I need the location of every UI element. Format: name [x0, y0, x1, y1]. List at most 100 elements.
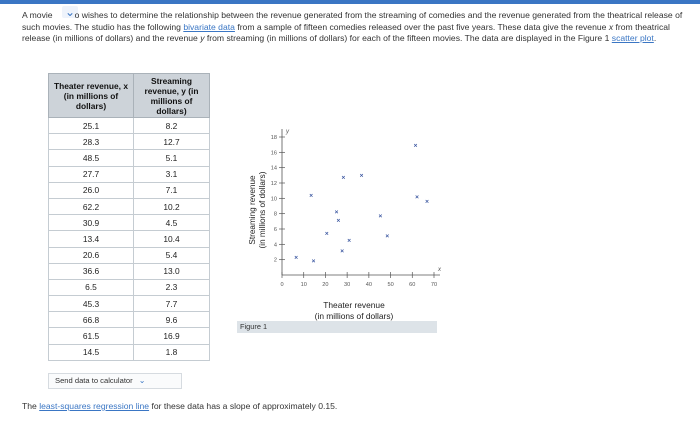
table-row: 36.6 13.0	[48, 262, 210, 280]
bottom-rest: for these data has a slope of approximat…	[151, 401, 338, 411]
intro-text-1: o wishes to determine the relationship b…	[22, 10, 683, 32]
cell-streaming-revenue: 8.2	[133, 116, 210, 135]
cell-theater-revenue: 48.5	[48, 149, 134, 167]
x-tick-label: 60	[409, 282, 415, 288]
cell-theater-revenue: 62.2	[48, 197, 134, 216]
table-row: 66.8 9.6	[48, 311, 210, 329]
x-tick-label: 20	[322, 282, 328, 288]
data-point: ×	[342, 175, 346, 182]
cell-theater-revenue: 61.5	[48, 327, 134, 345]
cell-theater-revenue: 20.6	[48, 246, 134, 264]
cell-theater-revenue: 30.9	[48, 214, 134, 232]
cell-streaming-revenue: 7.1	[133, 181, 210, 199]
data-point: ×	[414, 142, 418, 149]
intro-lead: A movie	[22, 10, 53, 20]
x-tick-label: 0	[280, 282, 283, 288]
cell-theater-revenue: 27.7	[48, 165, 134, 183]
x-axis-symbol: x	[437, 267, 442, 273]
scatter-plot-link[interactable]: scatter plot	[611, 33, 654, 43]
y-tick-label: 12	[271, 181, 277, 187]
chart-x-axis-label: Theater revenue (in millions of dollars)	[298, 300, 410, 321]
data-point: ×	[385, 233, 389, 240]
x-tick-label: 70	[431, 282, 437, 288]
data-point: ×	[347, 238, 351, 245]
intro-text-2: from a sample of fifteen comedies releas…	[237, 21, 607, 32]
var-x: x	[608, 21, 614, 32]
y-tick-label: 6	[274, 227, 277, 233]
header-theater-revenue: Theater revenue, x (in millions of dolla…	[48, 73, 134, 118]
data-point: ×	[340, 248, 344, 255]
cell-streaming-revenue: 10.4	[133, 230, 210, 248]
data-point: ×	[337, 218, 341, 225]
data-point: ×	[378, 213, 382, 220]
y-tick-label: 8	[274, 212, 277, 218]
cell-streaming-revenue: 9.6	[133, 311, 210, 329]
data-point: ×	[312, 258, 316, 265]
x-tick-label: 30	[344, 282, 350, 288]
data-point: ×	[415, 194, 419, 201]
table-row: 62.2 10.2	[48, 197, 210, 216]
cell-theater-revenue: 66.8	[48, 311, 134, 329]
data-point: ×	[294, 254, 298, 261]
cell-theater-revenue: 13.4	[48, 230, 134, 248]
cell-theater-revenue: 6.5	[48, 278, 134, 297]
table-row: 30.9 4.5	[48, 214, 210, 232]
x-axis-label-line: (in millions of dollars)	[314, 310, 394, 321]
cell-theater-revenue: 25.1	[48, 116, 134, 135]
cell-streaming-revenue: 10.2	[133, 197, 210, 216]
y-axis-symbol: y	[285, 129, 290, 135]
var-y: y	[200, 33, 205, 43]
chevron-down-icon: ⌄	[138, 376, 146, 385]
regression-note: The least-squares regression line for th…	[22, 401, 682, 412]
data-point: ×	[425, 198, 429, 205]
data-table: Theater revenue, x (in millions of dolla…	[48, 73, 210, 361]
expand-chevron-icon[interactable]: ⌄	[62, 6, 78, 18]
intro-end: .	[653, 33, 657, 43]
data-table-wrapper: Theater revenue, x (in millions of dolla…	[48, 73, 210, 361]
table-row: 25.1 8.2	[48, 116, 210, 135]
cell-streaming-revenue: 16.9	[133, 327, 210, 345]
data-point: ×	[309, 192, 313, 199]
cell-streaming-revenue: 2.3	[133, 278, 210, 297]
table-row: 20.6 5.4	[48, 246, 210, 264]
y-tick-label: 10	[271, 196, 277, 202]
data-point: ×	[335, 209, 339, 216]
table-row: 45.3 7.7	[48, 295, 210, 313]
data-point: ×	[360, 172, 364, 179]
cell-streaming-revenue: 5.1	[133, 149, 210, 167]
cell-theater-revenue: 28.3	[48, 133, 134, 151]
cell-streaming-revenue: 5.4	[133, 246, 210, 264]
x-tick-label: 10	[301, 282, 307, 288]
table-row: 26.0 7.1	[48, 181, 210, 199]
y-tick-label: 18	[271, 135, 277, 141]
scatter-chart: y x 0 10 20 30 40 50 60 70 2 4 6 8 10 12 14 16 18 × × × × × × × × ×…	[238, 120, 444, 325]
intro-text-4: from streaming (in millions of dollars) …	[206, 33, 610, 43]
figure-label: Figure 1	[240, 322, 268, 331]
cell-streaming-revenue: 1.8	[133, 343, 210, 361]
table-row: 28.3 12.7	[48, 133, 210, 151]
send-data-to-calculator-button[interactable]: Send data to calculator ⌄	[48, 373, 182, 389]
cell-streaming-revenue: 3.1	[133, 165, 210, 183]
x-tick-label: 40	[366, 282, 372, 288]
y-tick-label: 2	[274, 258, 277, 264]
table-row: 14.5 1.8	[48, 343, 210, 361]
y-tick-label: 4	[274, 242, 277, 248]
bivariate-data-link[interactable]: bivariate data	[183, 21, 235, 32]
cell-streaming-revenue: 13.0	[133, 262, 210, 280]
intro-text-3: from theatrical release (in millions of …	[22, 21, 670, 44]
cell-theater-revenue: 36.6	[48, 262, 134, 280]
least-squares-link[interactable]: least-squares regression line	[39, 401, 150, 411]
table-row: 48.5 5.1	[48, 149, 210, 167]
table-row: 27.7 3.1	[48, 165, 210, 183]
cell-theater-revenue: 45.3	[48, 295, 134, 313]
table-row: 6.5 2.3	[48, 278, 210, 297]
table-row: 13.4 10.4	[48, 230, 210, 248]
x-tick-label: 50	[387, 282, 393, 288]
send-button-label: Send data to calculator	[55, 376, 133, 385]
table-row: 61.5 16.9	[48, 327, 210, 345]
scatter-plot-svg: yx0 10 20 30 40 50 60 7024681012141618×××××××××…	[271, 129, 442, 288]
cell-theater-revenue: 26.0	[48, 181, 134, 199]
cell-theater-revenue: 14.5	[48, 343, 134, 361]
x-axis-label-line: Theater revenue	[323, 300, 385, 310]
cell-streaming-revenue: 4.5	[133, 214, 210, 232]
